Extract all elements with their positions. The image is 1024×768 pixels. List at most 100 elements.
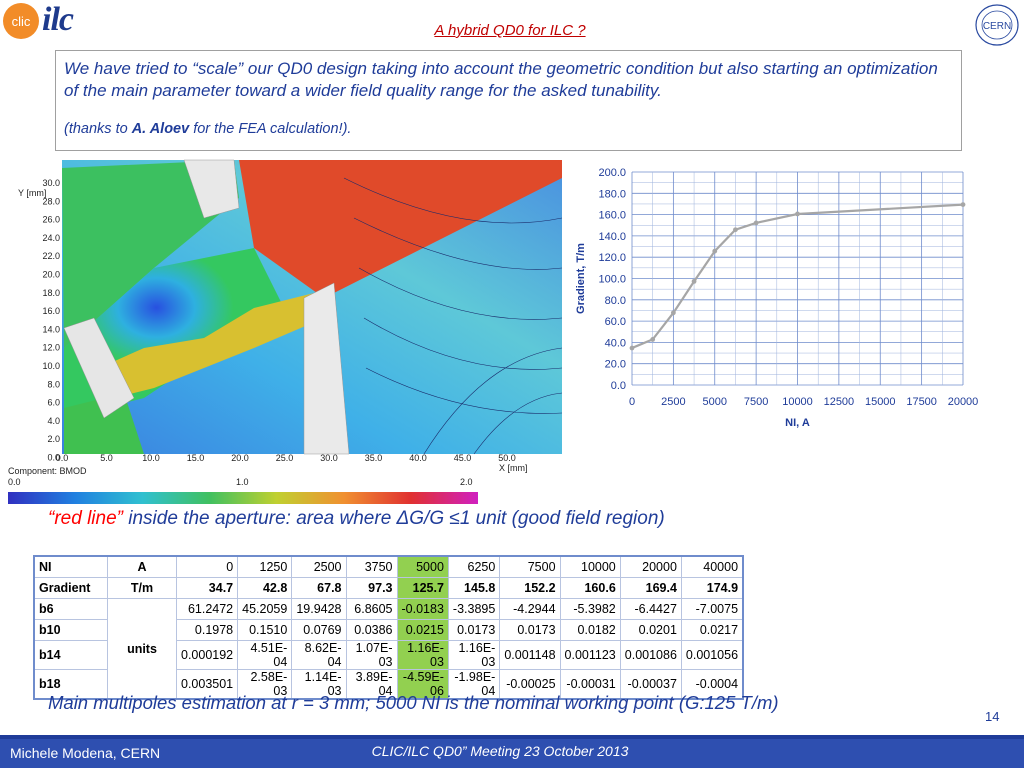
row-label: b10 [33, 619, 108, 641]
chart-x-tick: 10000 [782, 396, 813, 408]
table-cell: 7500 [499, 555, 561, 578]
table-cell: -0.00037 [619, 669, 682, 700]
table-cell: 3.89E-04 [345, 669, 398, 700]
fea-y-tick: 22.0 [42, 251, 60, 261]
table-cell: -0.0004 [680, 669, 744, 700]
fea-y-axis-label: Y [mm] [18, 188, 46, 198]
fea-y-tick: 12.0 [42, 343, 60, 353]
intro-box: We have tried to “scale” our QD0 design … [55, 50, 962, 151]
footer-rule [0, 735, 1024, 739]
red-line-caption: “red line” inside the aperture: area whe… [48, 508, 665, 530]
chart-y-tick-labels: 0.0 20.0 40.0 60.0 80.0 100.0 120.0 140.0 160.0 1… [598, 167, 626, 392]
ilc-logo: ilc [42, 2, 74, 38]
slide-title: A hybrid QD0 for ILC ? [434, 22, 586, 39]
chart-point [629, 345, 635, 351]
cern-logo-text: CERN [983, 21, 1011, 32]
table-cell: 125.7 [396, 577, 449, 599]
table-cell: 1.07E-03 [345, 640, 398, 670]
table-row: b6 units 61.2472 45.2059 19.9428 6.8605 -0.018… [33, 598, 744, 700]
chart-point [733, 227, 738, 233]
multipole-table: NI A 0 1250 2500 3750 5000 6250 7500 10000 20000 40… [33, 555, 745, 700]
fea-x-tick: 45.0 [454, 453, 472, 463]
fea-y-tick: 0.0 [47, 453, 60, 463]
table-cell: 61.2472 [175, 598, 239, 620]
table-cell: -0.0183 [396, 598, 449, 620]
row-label: b14 [33, 640, 108, 670]
chart-x-tick: 7500 [744, 396, 768, 408]
table-row: NI A 0 1250 2500 3750 5000 6250 7500 10000 20000 40… [33, 555, 744, 578]
row-label: Gradient [33, 577, 108, 599]
table-cell: 20000 [619, 555, 682, 578]
red-line-description: inside the aperture: area where ΔG/G ≤1 … [122, 508, 665, 529]
fea-y-tick: 26.0 [42, 215, 60, 225]
fea-x-tick: 50.0 [498, 453, 516, 463]
fea-y-tick: 16.0 [42, 306, 60, 316]
table-row: b14 0.000192 4.51E-04 8.62E-04 1.07E-03 1.16E… [33, 640, 744, 670]
table-cell: 4.51E-04 [237, 640, 293, 670]
fea-y-tick: 24.0 [42, 233, 60, 243]
colorbar-gradient [8, 492, 478, 504]
fea-x-tick: 40.0 [409, 453, 427, 463]
row-label: NI [33, 555, 108, 578]
table-cell: 1.16E-03 [447, 640, 501, 670]
thanks-suffix: for the FEA calculation!). [189, 121, 352, 137]
fea-y-tick: 14.0 [42, 324, 60, 334]
table-cell: 1.14E-03 [291, 669, 347, 700]
fea-x-tick: 35.0 [365, 453, 383, 463]
fea-x-axis-label: X [mm] [499, 463, 528, 473]
chart-point [753, 220, 759, 226]
table-cell: 0.1510 [237, 619, 293, 641]
fea-x-tick: 20.0 [231, 453, 249, 463]
fea-y-tick: 8.0 [47, 379, 60, 389]
chart-x-tick: 17500 [906, 396, 937, 408]
table-caption: Main multipoles estimation at r = 3 mm; … [48, 692, 779, 713]
chart-point [650, 337, 656, 342]
clic-logo: clic [3, 3, 39, 39]
table-cell: 34.7 [175, 577, 239, 599]
chart-y-tick: 200.0 [598, 167, 626, 179]
table-cell: 174.9 [680, 577, 744, 599]
fea-y-ticks: 30.0 28.0 26.0 24.0 22.0 20.0 18.0 16.0 14.0 12.0… [42, 178, 60, 463]
table-cell: 3750 [345, 555, 398, 578]
table-cell: 0.001148 [499, 640, 561, 670]
table-cell: 145.8 [447, 577, 501, 599]
chart-y-tick: 0.0 [611, 380, 626, 392]
table-cell: 0.001086 [619, 640, 682, 670]
chart-point [670, 310, 676, 316]
chart-x-tick: 12500 [824, 396, 855, 408]
table-cell: 97.3 [345, 577, 398, 599]
table-cell: 6250 [447, 555, 501, 578]
component-label: Component: BMOD [8, 466, 87, 476]
table-cell: 0.0386 [345, 619, 398, 641]
fea-x-ticks: 0.0 5.0 10.0 15.0 20.0 25.0 30.0 35.0 40.0 45.0 50… [56, 453, 516, 463]
colorbar-tick-1: 1.0 [236, 477, 249, 487]
table-cell: -0.00031 [559, 669, 621, 700]
table-cell: 169.4 [619, 577, 682, 599]
table-cell: -6.4427 [619, 598, 682, 620]
fea-x-tick: 15.0 [187, 453, 205, 463]
fea-y-tick: 4.0 [47, 416, 60, 426]
chart-y-tick: 40.0 [605, 337, 626, 349]
table-cell: -5.3982 [559, 598, 621, 620]
fea-x-tick: 10.0 [142, 453, 160, 463]
table-cell: -4.2944 [499, 598, 561, 620]
intro-text: We have tried to “scale” our QD0 design … [64, 59, 938, 100]
table-cell: 0.001123 [559, 640, 621, 670]
table-cell: 0.0173 [447, 619, 501, 641]
fea-x-tick: 25.0 [276, 453, 294, 463]
table-cell: 0.1978 [175, 619, 239, 641]
fea-y-tick: 10.0 [42, 361, 60, 371]
table-cell: 0.0217 [680, 619, 744, 641]
fea-x-tick: 0.0 [56, 453, 69, 463]
table-cell: -7.0075 [680, 598, 744, 620]
table-cell: 0.0215 [396, 619, 449, 641]
slide-number: 14 [985, 709, 1000, 724]
table-cell: 2.58E-03 [237, 669, 293, 700]
fea-field-map: Y [mm] X [mm] 30.0 28.0 26.0 24.0 22.0 20.0 18… [18, 159, 563, 473]
table-cell: 45.2059 [237, 598, 293, 620]
table-cell: 8.62E-04 [291, 640, 347, 670]
row-label: b18 [33, 669, 108, 700]
table-cell: 0.0182 [559, 619, 621, 641]
chart-x-tick: 15000 [865, 396, 896, 408]
table-cell: 152.2 [499, 577, 561, 599]
